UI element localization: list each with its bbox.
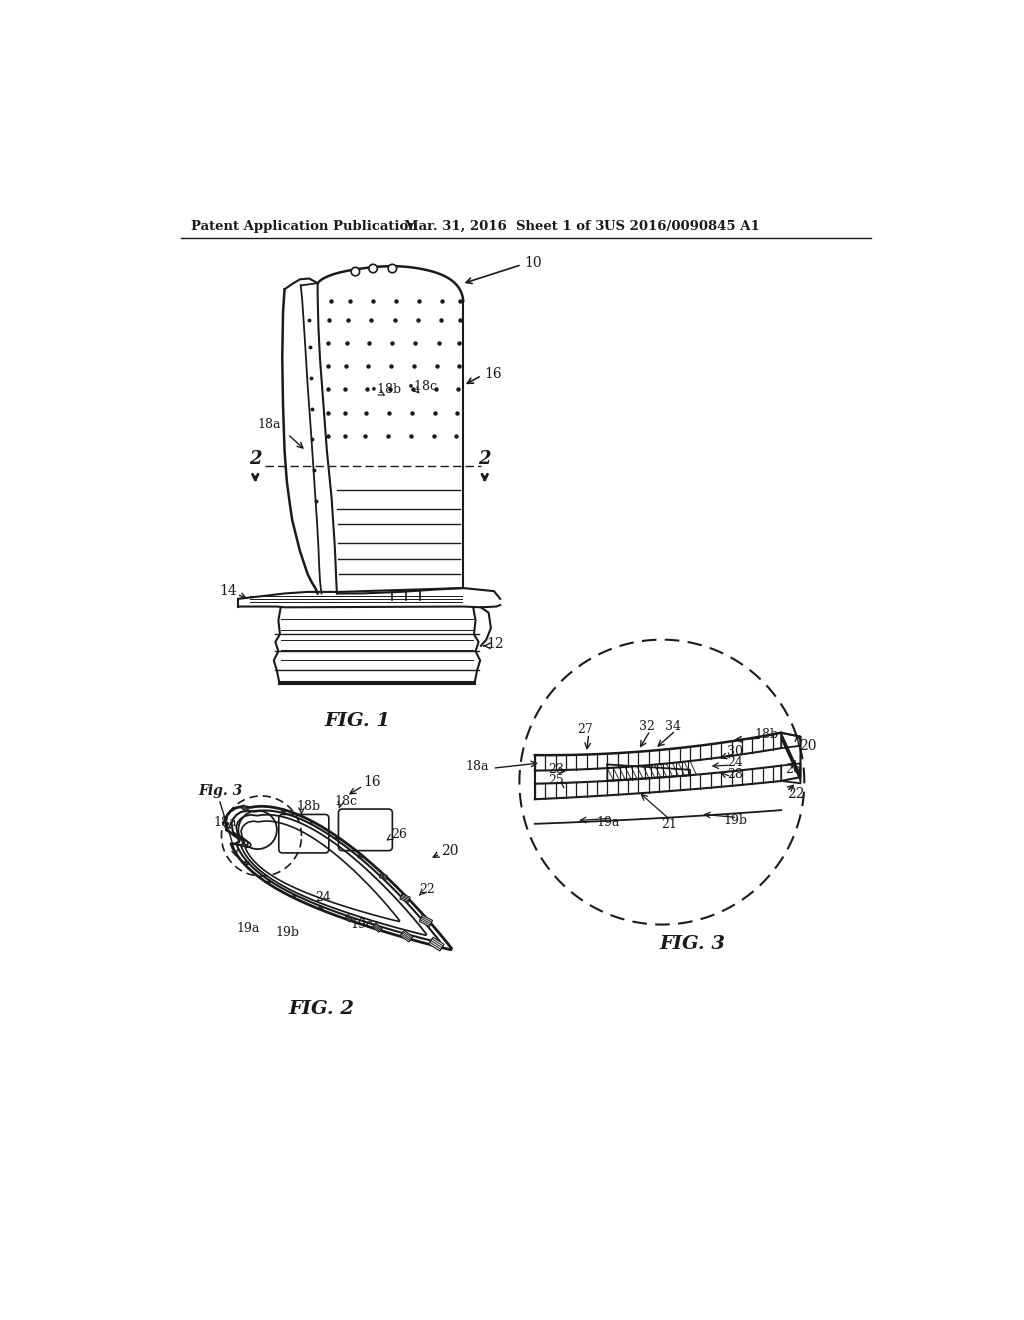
Text: FIG. 1: FIG. 1 xyxy=(325,711,391,730)
Text: 10: 10 xyxy=(524,256,543,271)
Polygon shape xyxy=(380,874,387,879)
Text: 22: 22 xyxy=(419,883,435,896)
Polygon shape xyxy=(244,862,249,865)
Polygon shape xyxy=(319,906,323,911)
Polygon shape xyxy=(335,837,339,840)
Text: 22: 22 xyxy=(786,787,804,801)
Text: Mar. 31, 2016  Sheet 1 of 3: Mar. 31, 2016 Sheet 1 of 3 xyxy=(403,219,604,232)
Circle shape xyxy=(351,268,359,276)
Polygon shape xyxy=(373,923,382,932)
Text: 24: 24 xyxy=(727,756,743,770)
Polygon shape xyxy=(345,915,352,921)
Text: 27: 27 xyxy=(577,723,593,737)
Text: 12: 12 xyxy=(486,636,504,651)
Text: 25: 25 xyxy=(548,774,563,787)
Text: 21: 21 xyxy=(662,818,678,832)
Text: 19b: 19b xyxy=(723,814,748,828)
Polygon shape xyxy=(293,895,296,898)
Text: 2: 2 xyxy=(249,450,261,467)
Text: 16: 16 xyxy=(364,775,381,789)
Text: 26: 26 xyxy=(785,763,801,776)
Text: 18a: 18a xyxy=(466,760,489,774)
Text: Patent Application Publication: Patent Application Publication xyxy=(190,219,418,232)
Polygon shape xyxy=(358,855,364,858)
Text: Fig. 3: Fig. 3 xyxy=(199,784,243,799)
Polygon shape xyxy=(399,894,411,903)
Text: 19b: 19b xyxy=(275,925,299,939)
Text: 2: 2 xyxy=(478,450,492,467)
Text: 19a: 19a xyxy=(596,816,620,829)
Circle shape xyxy=(369,264,378,273)
Text: FIG. 3: FIG. 3 xyxy=(659,935,726,953)
Text: $\bullet$18b: $\bullet$18b xyxy=(370,383,402,396)
Text: 18c: 18c xyxy=(335,795,357,808)
Polygon shape xyxy=(241,805,249,812)
Polygon shape xyxy=(429,937,444,950)
Text: 34: 34 xyxy=(666,721,681,733)
Text: 23: 23 xyxy=(548,763,564,776)
Text: $\bullet$18c: $\bullet$18c xyxy=(407,379,438,392)
Polygon shape xyxy=(267,880,271,884)
Polygon shape xyxy=(282,809,286,814)
Text: 20: 20 xyxy=(441,845,459,858)
Text: 18b: 18b xyxy=(296,800,321,813)
Text: 24: 24 xyxy=(315,891,331,904)
Text: 19c: 19c xyxy=(350,917,373,931)
Text: FIG. 2: FIG. 2 xyxy=(289,1001,354,1018)
Text: 18a: 18a xyxy=(258,417,282,430)
Text: 30: 30 xyxy=(727,744,743,758)
Polygon shape xyxy=(419,915,432,927)
Text: 14: 14 xyxy=(219,585,237,598)
Text: 28: 28 xyxy=(727,768,743,781)
Text: US 2016/0090845 A1: US 2016/0090845 A1 xyxy=(604,219,760,232)
Text: 18b: 18b xyxy=(755,727,778,741)
Polygon shape xyxy=(400,931,413,942)
Text: 16: 16 xyxy=(484,367,503,381)
Text: 19a: 19a xyxy=(237,921,260,935)
Circle shape xyxy=(388,264,396,273)
Text: 18a: 18a xyxy=(214,816,238,829)
Text: 20: 20 xyxy=(799,739,816,752)
Text: 26: 26 xyxy=(391,828,407,841)
Text: 32: 32 xyxy=(639,721,654,733)
Polygon shape xyxy=(310,821,312,824)
